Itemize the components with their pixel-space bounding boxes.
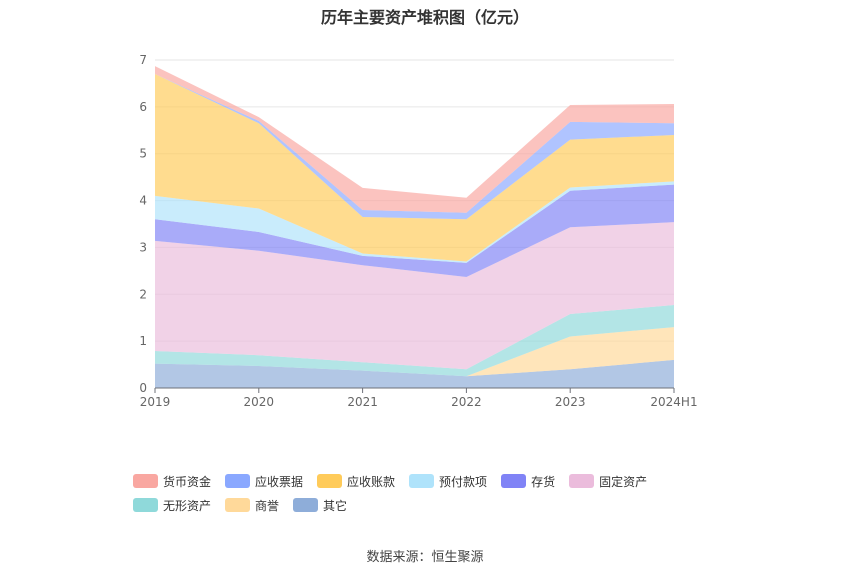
area-固定资产 [155, 222, 674, 370]
x-tick-label: 2024H1 [650, 395, 697, 409]
legend-swatch [225, 498, 251, 512]
chart-title: 历年主要资产堆积图（亿元） [320, 8, 529, 27]
y-tick-label: 6 [139, 100, 147, 114]
y-tick-label: 5 [139, 147, 147, 161]
y-tick-label: 7 [139, 53, 147, 67]
x-tick-label: 2021 [347, 395, 378, 409]
legend-label: 商誉 [255, 498, 280, 513]
legend-item[interactable]: 货币资金 [133, 472, 211, 490]
x-tick-label: 2020 [244, 395, 275, 409]
axes: 0 1 2 3 4 5 6 7 2019 2020 2021 2022 2023 2024H1 [139, 53, 697, 409]
legend-label: 无形资产 [163, 498, 212, 513]
legend-label: 预付款项 [439, 474, 488, 489]
y-tick-label: 3 [139, 240, 147, 254]
legend-swatch [293, 498, 319, 512]
legend-swatch [133, 474, 158, 488]
area-预付款项 [155, 181, 674, 263]
legend-item[interactable]: 预付款项 [409, 472, 487, 490]
legend-label: 固定资产 [599, 474, 648, 489]
area-应收账款 [155, 74, 674, 262]
legend-item[interactable]: 固定资产 [569, 472, 647, 490]
legend: 货币资金 应收票据 应收账款 预付款项 存货 固定资产无形资产 商誉 其它 [133, 472, 743, 520]
y-tick-label: 0 [139, 381, 147, 395]
area-存货 [155, 184, 674, 277]
legend-swatch [133, 498, 158, 512]
legend-swatch [569, 474, 595, 488]
legend-item[interactable]: 商誉 [225, 496, 279, 514]
legend-label: 应收票据 [255, 474, 304, 489]
x-tick-label: 2023 [555, 395, 586, 409]
legend-label: 其它 [323, 498, 348, 513]
legend-swatch [501, 474, 527, 488]
x-tick-label: 2019 [140, 395, 171, 409]
legend-item[interactable]: 应收票据 [225, 472, 303, 490]
legend-swatch [225, 474, 251, 488]
legend-swatch [409, 474, 435, 488]
x-tick-label: 2022 [451, 395, 482, 409]
y-tick-label: 1 [139, 334, 147, 348]
legend-item[interactable]: 应收账款 [317, 472, 395, 490]
area-其它 [155, 359, 674, 388]
legend-label: 货币资金 [163, 474, 212, 489]
legend-label: 应收账款 [347, 474, 396, 489]
y-tick-label: 4 [139, 194, 147, 208]
legend-item[interactable]: 无形资产 [133, 496, 211, 514]
area-无形资产 [155, 305, 674, 377]
area-series [155, 66, 674, 388]
legend-label: 存货 [531, 474, 556, 489]
legend-item[interactable]: 其它 [293, 496, 347, 514]
y-tick-label: 2 [139, 287, 147, 301]
area-商誉 [155, 327, 674, 377]
legend-item[interactable]: 存货 [501, 472, 555, 490]
legend-swatch [317, 474, 343, 488]
data-source: 数据来源：恒生聚源 [366, 550, 484, 565]
